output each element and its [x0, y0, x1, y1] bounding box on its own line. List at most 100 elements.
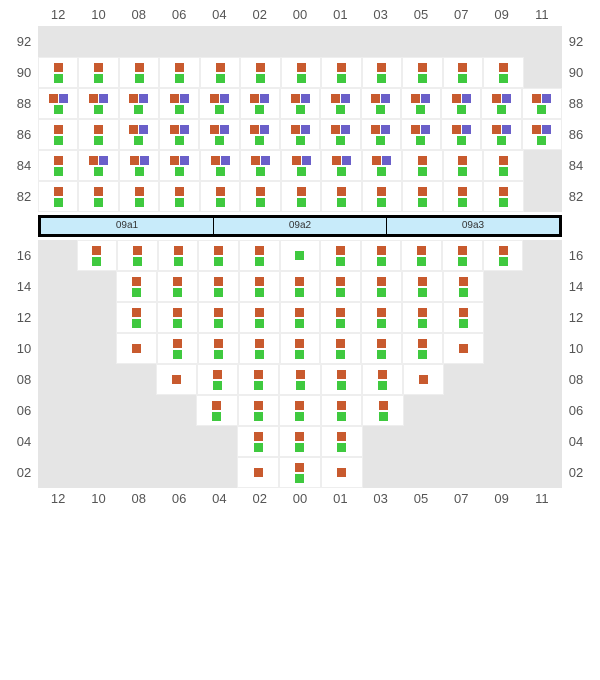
orange-marker: [54, 63, 63, 72]
grid-cell: [441, 26, 481, 57]
y-label-left: 10: [10, 341, 38, 356]
green-marker: [336, 319, 345, 328]
grid-cell: [199, 119, 239, 150]
x-label: 06: [159, 4, 199, 26]
grid-cell: [77, 240, 118, 271]
green-marker: [54, 105, 63, 114]
orange-marker: [255, 277, 264, 286]
orange-marker: [377, 187, 386, 196]
green-marker: [376, 105, 385, 114]
orange-marker: [459, 344, 468, 353]
grid-cell: [78, 457, 118, 488]
orange-marker: [173, 339, 182, 348]
grid-cell: [240, 119, 280, 150]
orange-marker: [295, 401, 304, 410]
x-label: 10: [78, 488, 118, 510]
green-marker: [337, 381, 346, 390]
grid-cell: [279, 395, 321, 426]
purple-marker: [301, 94, 310, 103]
green-marker: [175, 198, 184, 207]
grid-cell: [522, 26, 562, 57]
grid-cell: [119, 119, 159, 150]
grid-row: 1616: [10, 240, 590, 271]
orange-marker: [133, 246, 142, 255]
grid-cell: [402, 333, 443, 364]
orange-marker: [256, 63, 265, 72]
green-marker: [255, 288, 264, 297]
grid-cell: [116, 302, 157, 333]
grid-cell: [159, 119, 199, 150]
orange-marker: [296, 370, 305, 379]
grid-cell: [240, 88, 280, 119]
green-marker: [499, 74, 508, 83]
orange-marker: [213, 370, 222, 379]
purple-marker: [502, 125, 511, 134]
grid-cell: [159, 181, 199, 212]
grid-row: 9292: [10, 26, 590, 57]
grid-cell: [117, 395, 157, 426]
green-marker: [175, 74, 184, 83]
grid-cell: [159, 26, 199, 57]
grid-cell: [484, 364, 523, 395]
grid-cell: [523, 302, 562, 333]
grid-cell: [38, 426, 78, 457]
orange-marker: [411, 94, 420, 103]
orange-marker: [256, 187, 265, 196]
green-marker: [54, 136, 63, 145]
grid-cell: [78, 181, 118, 212]
grid-cell: [361, 333, 402, 364]
grid-cell: [77, 302, 116, 333]
grid-cell: [239, 240, 280, 271]
grid-cell: [119, 57, 159, 88]
grid-cell: [158, 426, 198, 457]
grid-cell: [78, 395, 118, 426]
green-marker: [214, 257, 223, 266]
green-marker: [336, 136, 345, 145]
orange-marker: [132, 344, 141, 353]
grid-cell: [361, 240, 402, 271]
green-marker: [173, 350, 182, 359]
orange-marker: [458, 156, 467, 165]
green-marker: [457, 136, 466, 145]
green-marker: [499, 167, 508, 176]
green-marker: [135, 74, 144, 83]
green-marker: [296, 381, 305, 390]
purple-marker: [261, 156, 270, 165]
grid-cell: [38, 119, 78, 150]
y-label-right: 10: [562, 341, 590, 356]
orange-marker: [418, 156, 427, 165]
grid-cell: [363, 457, 403, 488]
y-label-left: 12: [10, 310, 38, 325]
green-marker: [337, 167, 346, 176]
grid-cell: [198, 240, 239, 271]
grid-row: 1414: [10, 271, 590, 302]
grid-cell: [523, 364, 562, 395]
orange-marker: [492, 94, 501, 103]
grid-cell: [524, 181, 562, 212]
green-marker: [295, 251, 304, 260]
green-marker: [256, 74, 265, 83]
grid-cell: [157, 271, 198, 302]
grid-cell: [361, 271, 402, 302]
y-label-right: 86: [562, 127, 590, 142]
grid-cell: [200, 57, 240, 88]
orange-marker: [532, 125, 541, 134]
grid-cell: [77, 364, 116, 395]
grid-cell: [78, 26, 118, 57]
green-marker: [416, 105, 425, 114]
orange-marker: [336, 339, 345, 348]
grid-cell: [441, 88, 481, 119]
y-label-right: 88: [562, 96, 590, 111]
orange-marker: [255, 308, 264, 317]
orange-marker: [295, 463, 304, 472]
orange-marker: [452, 125, 461, 134]
grid-row: 0808: [10, 364, 590, 395]
grid-cell: [523, 240, 562, 271]
green-marker: [377, 74, 386, 83]
grid-cell: [279, 426, 321, 457]
green-marker: [255, 257, 264, 266]
y-label-left: 90: [10, 65, 38, 80]
grid-row: 0606: [10, 395, 590, 426]
grid-cell: [443, 302, 484, 333]
green-marker: [337, 198, 346, 207]
